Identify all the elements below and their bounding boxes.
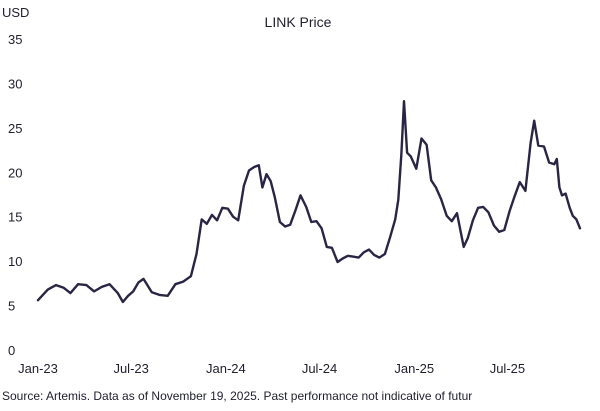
y-tick-label: 0 bbox=[8, 343, 15, 358]
y-tick-label: 25 bbox=[8, 121, 22, 136]
x-tick-label: Jul-25 bbox=[490, 361, 525, 376]
x-tick-label: Jan-25 bbox=[394, 361, 434, 376]
y-tick-label: 20 bbox=[8, 165, 22, 180]
y-tick-label: 5 bbox=[8, 299, 15, 314]
y-tick-label: 30 bbox=[8, 76, 22, 91]
series-line bbox=[36, 100, 582, 304]
x-tick-label: Jan-23 bbox=[18, 361, 58, 376]
x-tick-label: Jul-24 bbox=[302, 361, 337, 376]
chart-title: LINK Price bbox=[265, 14, 332, 30]
y-axis-ticks: 0 5 10 15 20 25 30 35 bbox=[8, 32, 22, 358]
plot-area bbox=[36, 100, 582, 304]
source-note: Source: Artemis. Data as of November 19,… bbox=[2, 389, 472, 403]
y-tick-label: 10 bbox=[8, 254, 22, 269]
y-tick-label: 15 bbox=[8, 210, 22, 225]
y-tick-label: 35 bbox=[8, 32, 22, 47]
x-axis-ticks: Jan-23 Jul-23 Jan-24 Jul-24 Jan-25 Jul-25 bbox=[18, 361, 525, 376]
x-tick-label: Jul-23 bbox=[113, 361, 148, 376]
x-tick-label: Jan-24 bbox=[206, 361, 246, 376]
y-axis-unit-label: USD bbox=[2, 5, 29, 20]
